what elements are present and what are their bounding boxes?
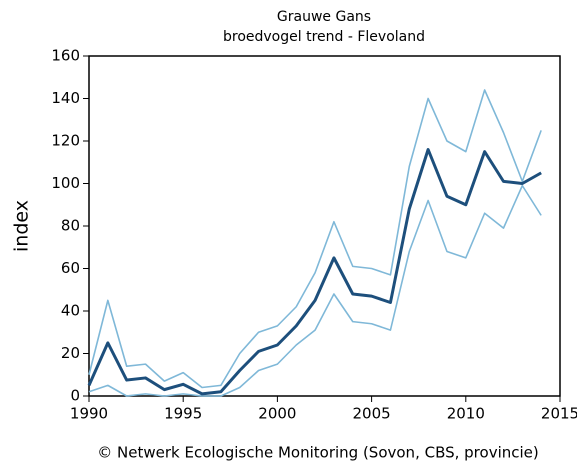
chart-title: Grauwe Gans bbox=[277, 9, 371, 25]
x-tick-label: 2010 bbox=[447, 405, 485, 423]
y-tick-label: 60 bbox=[61, 259, 80, 277]
x-tick-label: 1995 bbox=[164, 405, 202, 423]
x-tick-label: 2005 bbox=[353, 405, 391, 423]
series-line bbox=[88, 89, 542, 389]
series-line bbox=[88, 184, 542, 397]
x-tick-label: 2000 bbox=[258, 405, 296, 423]
x-tick-label: 1990 bbox=[70, 405, 108, 423]
y-tick-label: 80 bbox=[61, 217, 80, 235]
footer: © Netwerk Ecologische Monitoring (Sovon,… bbox=[97, 444, 539, 462]
y-tick-label: 20 bbox=[61, 344, 80, 362]
plot-frame bbox=[88, 55, 561, 397]
y-tick-label: 160 bbox=[51, 47, 80, 65]
y-tick-label: 140 bbox=[51, 89, 80, 107]
series-line bbox=[87, 148, 542, 396]
y-tick-label: 100 bbox=[51, 174, 80, 192]
y-tick-label: 120 bbox=[51, 132, 80, 150]
x-tick-label: 2015 bbox=[541, 405, 577, 423]
y-tick-label: 0 bbox=[70, 387, 80, 405]
y-axis-label: index bbox=[11, 200, 33, 252]
y-tick-label: 40 bbox=[61, 302, 80, 320]
chart-subtitle: broedvogel trend - Flevoland bbox=[223, 29, 425, 45]
